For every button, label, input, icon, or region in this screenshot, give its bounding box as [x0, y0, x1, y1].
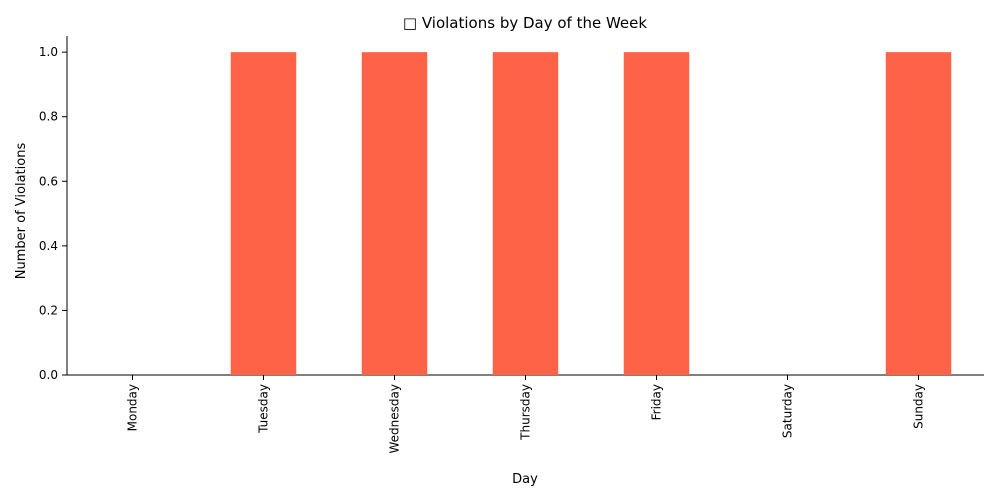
y-tick-label: 0.4 [39, 239, 58, 253]
y-axis-label: Number of Violations [14, 143, 29, 280]
x-axis: Monday Tuesday Wednesday Thursday Friday Satu… [126, 375, 926, 453]
y-tick-label: 0.2 [39, 303, 58, 317]
bar-thursday [492, 52, 559, 375]
y-tick-label: 0.8 [39, 110, 58, 124]
bar-wednesday [361, 52, 428, 375]
x-tick-label-sunday: Sunday [912, 384, 926, 429]
x-tick-label-friday: Friday [650, 384, 664, 420]
x-tick-label-monday: Monday [126, 384, 140, 431]
x-tick-label-saturday: Saturday [781, 384, 795, 438]
x-tick-label-thursday: Thursday [519, 384, 533, 441]
bar-sunday [885, 52, 952, 375]
y-tick-label: 1.0 [39, 45, 58, 59]
y-tick-label: 0.0 [39, 368, 58, 382]
x-tick-label-wednesday: Wednesday [388, 384, 402, 453]
bars-layer [230, 52, 952, 375]
x-tick-label-tuesday: Tuesday [257, 384, 271, 434]
bar-tuesday [230, 52, 297, 375]
y-axis: 0.0 0.2 0.4 0.6 0.8 1.0 [39, 45, 67, 382]
y-tick-label: 0.6 [39, 174, 58, 188]
chart-title: □ Violations by Day of the Week [403, 14, 647, 32]
bar-friday [623, 52, 690, 375]
x-axis-label: Day [512, 472, 538, 487]
